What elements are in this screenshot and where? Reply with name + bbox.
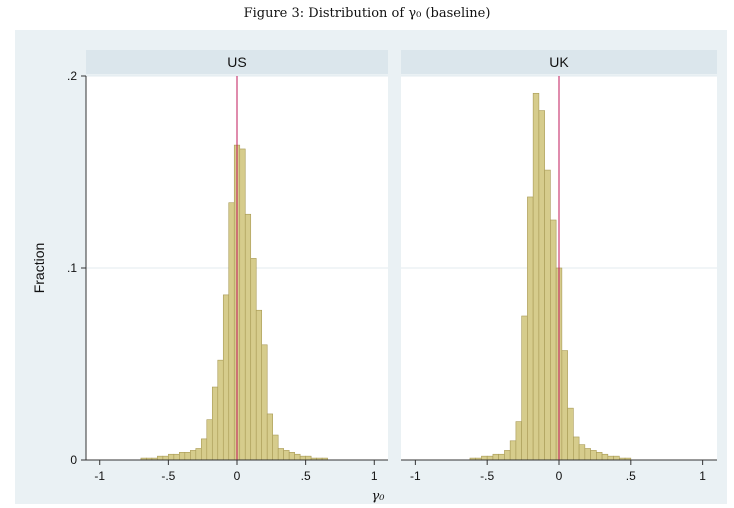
x-tick-label-uk-1: -.5	[480, 469, 494, 483]
panel-strip-uk	[401, 50, 717, 74]
histogram-bar-us-26	[283, 450, 290, 461]
histogram-bar-uk-9	[521, 315, 528, 461]
x-tick-label-us-1: -.5	[161, 469, 175, 483]
histogram-bar-us-21	[255, 309, 263, 461]
x-axis-us: -1 -.5 0 .5 1	[94, 460, 378, 483]
histogram-bar-us-15	[222, 294, 230, 461]
x-axis-label: γ₀	[372, 489, 386, 504]
histogram-bar-us-10	[195, 448, 202, 461]
histogram-bar-us-13	[211, 386, 219, 461]
y-tick-label-1: .1	[67, 261, 77, 275]
histogram-bar-uk-20	[584, 448, 591, 461]
histogram-bar-uk-14	[550, 219, 557, 461]
histogram-bar-us-6	[173, 453, 180, 461]
panel-us: US	[86, 50, 388, 461]
histogram-bar-uk-25	[613, 455, 620, 461]
y-tick-label-2: .2	[67, 69, 77, 83]
histogram-bar-us-19	[244, 213, 252, 461]
histogram-bar-us-4	[162, 455, 169, 461]
y-axis: 0 .1 .2	[67, 69, 86, 467]
x-tick-label-uk-2: 0	[556, 469, 563, 483]
histogram-bar-uk-3	[486, 455, 494, 461]
x-tick-label-uk-0: -1	[410, 469, 421, 483]
histogram-bar-us-20	[250, 258, 257, 461]
panel-uk: UK	[401, 50, 717, 461]
histogram-bar-us-29	[299, 455, 306, 461]
figure-title: Figure 3: Distribution of γ₀ (baseline)	[243, 6, 491, 21]
x-tick-label-us-2: 0	[234, 469, 241, 483]
histogram-bar-us-7	[179, 452, 186, 461]
histogram-bar-us-18	[239, 148, 246, 461]
histogram-bar-us-8	[184, 452, 191, 461]
histogram-bar-uk-11	[532, 92, 540, 461]
histogram-bar-us-11	[201, 438, 208, 461]
x-tick-label-uk-4: 1	[699, 469, 706, 483]
histogram-bar-uk-4	[492, 453, 499, 461]
panel-label-uk: UK	[549, 54, 569, 70]
histogram-bar-us-25	[277, 448, 284, 461]
histogram-bar-uk-18	[573, 436, 580, 461]
histogram-bar-uk-19	[578, 444, 586, 461]
histogram-bar-uk-8	[515, 421, 522, 461]
histogram-bar-us-22	[261, 344, 268, 461]
histogram-bar-uk-16	[561, 350, 568, 461]
histogram-bar-uk-17	[567, 407, 574, 461]
x-tick-label-us-4: 1	[371, 469, 378, 483]
histogram-bar-us-24	[272, 434, 279, 461]
panel-strip-us	[86, 50, 388, 74]
histogram-bar-uk-5	[498, 453, 505, 461]
histogram-bar-us-14	[217, 359, 224, 461]
y-axis-label: Fraction	[31, 243, 47, 294]
histogram-bar-us-28	[294, 453, 301, 461]
x-tick-label-us-0: -1	[94, 469, 105, 483]
histogram-bar-uk-10	[527, 196, 534, 461]
histogram-bar-uk-21	[590, 450, 597, 461]
x-axis-uk: -1 -.5 0 .5 1	[410, 460, 706, 483]
panel-label-us: US	[227, 54, 246, 70]
x-tick-label-uk-3: .5	[626, 469, 636, 483]
histogram-bar-uk-7	[509, 440, 517, 461]
histogram-bar-uk-12	[538, 110, 545, 461]
histogram-bar-uk-6	[504, 450, 511, 461]
histogram-bar-uk-22	[596, 452, 603, 461]
histogram-bar-us-5	[168, 453, 175, 461]
histogram-bar-uk-23	[601, 453, 609, 461]
histogram-bar-us-23	[266, 413, 273, 461]
histogram-bar-us-16	[228, 202, 235, 461]
x-tick-label-us-3: .5	[301, 469, 311, 483]
histogram-bar-uk-24	[607, 455, 614, 461]
histogram-bar-us-3	[157, 455, 164, 461]
histogram-bar-uk-13	[544, 169, 551, 461]
histogram-bar-us-30	[305, 455, 312, 461]
histogram-bar-us-27	[288, 452, 295, 461]
histogram-bar-us-9	[190, 450, 197, 461]
histogram-bar-uk-2	[481, 455, 488, 461]
histogram-bar-us-12	[206, 419, 213, 461]
y-tick-label-0: 0	[70, 453, 77, 467]
